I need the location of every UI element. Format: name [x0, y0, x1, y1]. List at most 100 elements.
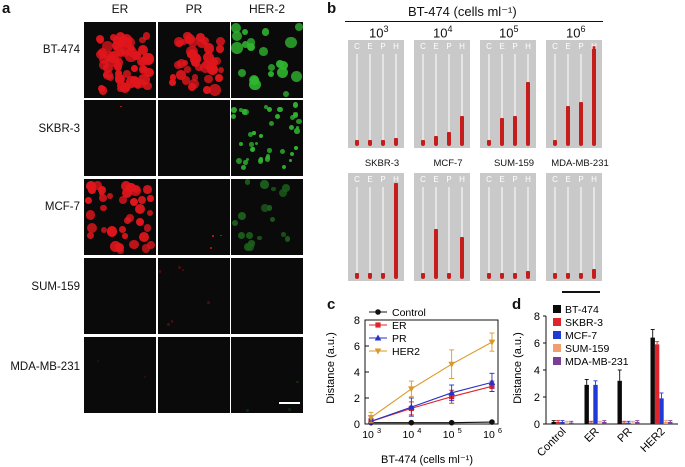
- cell-spot: [188, 79, 199, 89]
- tube-letter: P: [578, 175, 584, 184]
- capillary-red-column: [513, 116, 517, 146]
- chart-c-data-point: [374, 348, 382, 355]
- cell-spot: [112, 49, 121, 58]
- tube-letter: H: [525, 42, 531, 51]
- cell-spot: [289, 125, 295, 131]
- cell-spot: [97, 360, 99, 362]
- chart-d-legend-swatch: [553, 305, 561, 313]
- cell-spot: [119, 44, 130, 56]
- cell-spot: [113, 62, 123, 71]
- cell-spot: [238, 141, 244, 146]
- cell-spot: [124, 39, 132, 48]
- cell-spot: [266, 107, 272, 113]
- tube-letter: E: [367, 175, 373, 184]
- cell-spot: [268, 71, 275, 78]
- cell-spot: [102, 69, 113, 80]
- chart-d-bar: [654, 344, 660, 424]
- cell-spot: [202, 59, 212, 70]
- panel-a-label: a: [2, 0, 11, 17]
- tube-letter: C: [354, 42, 360, 51]
- chart-c-xtick-label: 10: [362, 429, 374, 441]
- cell-spot: [267, 148, 272, 153]
- cell-spot: [139, 232, 150, 243]
- cell-spot: [293, 113, 299, 119]
- cell-spot: [266, 204, 273, 211]
- capillary-tube: [554, 187, 556, 279]
- chart-d-bar: [659, 398, 664, 424]
- fluorescence-cell-image: [158, 258, 230, 334]
- cell-spot: [231, 106, 238, 113]
- chart-c-legend-label: Control: [392, 307, 426, 319]
- fluorescence-cell-image: [231, 258, 303, 334]
- chart-c-data-point: [375, 309, 381, 315]
- capillary-tube: [501, 54, 503, 146]
- cell-spot: [119, 225, 127, 233]
- capillary-tube: [422, 54, 424, 146]
- cell-spot: [256, 235, 262, 241]
- chart-d-legend-label: BT-474: [565, 304, 599, 316]
- capillary-red-column: [487, 273, 491, 279]
- cell-spot: [291, 71, 303, 83]
- chart-c-ytick-label: 8: [354, 315, 360, 327]
- tube-letter: H: [591, 175, 597, 184]
- chart-d-bar: [588, 422, 594, 424]
- cell-spot: [117, 81, 127, 91]
- fluorescence-cell-image: [231, 22, 303, 98]
- tube-letter: H: [393, 42, 399, 51]
- cell-spot: [131, 64, 138, 72]
- cell-spot: [98, 86, 108, 96]
- cell-spot: [216, 37, 226, 47]
- chart-d-legend-swatch: [553, 331, 561, 339]
- cell-spot: [195, 63, 203, 72]
- chart-c-series-line: [370, 341, 493, 418]
- tube-letter: E: [499, 42, 505, 51]
- tube-letter: H: [591, 42, 597, 51]
- cell-spot: [85, 196, 93, 205]
- tube-letter: C: [486, 175, 492, 184]
- capillary-tube: [527, 187, 529, 279]
- chart-c-frame: [364, 319, 499, 425]
- row-label-sum159: SUM-159: [31, 281, 80, 293]
- capillary-red-column: [500, 273, 504, 279]
- cell-spot: [208, 64, 216, 72]
- cell-spot: [87, 231, 94, 239]
- cell-spot: [244, 179, 251, 185]
- cell-spot: [170, 320, 173, 323]
- chart-d-bar: [555, 421, 561, 424]
- tube-letter: E: [433, 42, 439, 51]
- tube-letter: C: [552, 175, 558, 184]
- cell-spot: [93, 180, 102, 190]
- capillary-red-column: [526, 271, 530, 279]
- cell-spot: [237, 211, 246, 221]
- chart-c-data-point: [489, 419, 495, 425]
- cell-spot: [248, 240, 255, 247]
- cell-spot: [202, 52, 214, 64]
- chart-c-xtick-label: 10: [443, 429, 455, 441]
- cell-spot: [257, 157, 264, 164]
- panel-a-scale-bar: [279, 402, 300, 404]
- strip-caption-skbr3: SKBR-3: [364, 158, 400, 169]
- cell-spot: [119, 105, 122, 108]
- cell-spot: [167, 323, 170, 327]
- row-label-skbr3: SKBR-3: [38, 123, 80, 135]
- capillary-tube: [501, 187, 503, 279]
- capillary-tube: [356, 54, 358, 146]
- chart-d-ytick-label: 8: [534, 311, 540, 323]
- cell-spot: [141, 244, 150, 253]
- cell-spot: [280, 148, 286, 155]
- cell-spot: [204, 74, 213, 84]
- chart-c-data-point: [374, 334, 382, 341]
- cell-spot: [184, 66, 191, 73]
- cell-spot: [121, 180, 132, 191]
- cell-spot: [246, 232, 254, 240]
- chart-c-data-point: [488, 339, 496, 346]
- cell-spot: [260, 180, 269, 189]
- capillary-tube: [382, 54, 384, 146]
- cell-spot: [98, 189, 105, 196]
- panel-b-title: BT-474 (cells ml⁻¹): [408, 4, 517, 19]
- cell-spot: [281, 232, 286, 237]
- cell-spot: [231, 219, 238, 226]
